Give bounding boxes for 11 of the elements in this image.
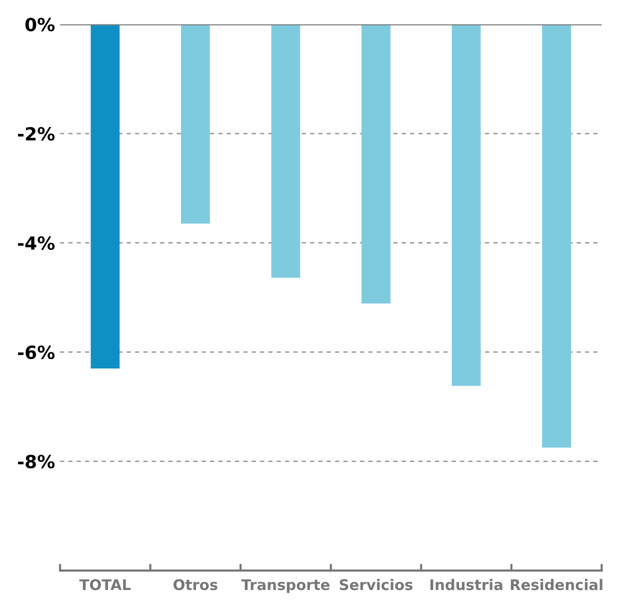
x-tick-label: Servicios bbox=[340, 578, 413, 590]
x-tick-label: Industria bbox=[430, 578, 502, 590]
y-tick-label: -8% bbox=[18, 454, 55, 468]
x-tick-label: Transporte bbox=[241, 579, 330, 594]
y-tick-label: -2% bbox=[18, 127, 55, 141]
y-tick-label: 0% bbox=[25, 18, 55, 32]
x-tick-label: Residencial bbox=[510, 578, 602, 590]
x-tick-label: Otros bbox=[174, 579, 218, 590]
x-tick-label: TOTAL bbox=[79, 579, 131, 590]
y-tick-label: -6% bbox=[18, 346, 55, 360]
y-tick-label: -4% bbox=[18, 236, 55, 250]
